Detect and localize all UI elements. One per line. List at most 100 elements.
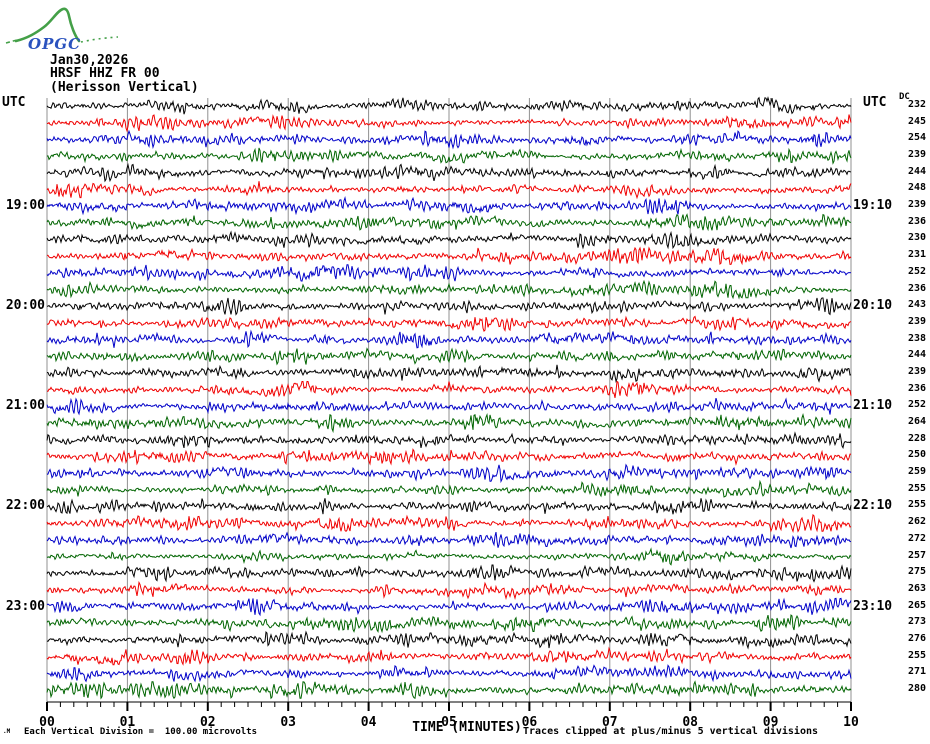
- traces: [46, 96, 852, 700]
- dc-value-row-11: 236: [907, 282, 926, 294]
- dc-value-row-13: 239: [907, 315, 926, 327]
- x-tick-label-03: 03: [280, 715, 297, 730]
- footnote-clipping: Traces clipped at plus/minus 5 vertical …: [523, 726, 819, 737]
- dc-value-row-22: 259: [907, 466, 926, 478]
- logo-text: OPGC: [28, 35, 81, 53]
- trace-row-18: [46, 397, 852, 416]
- dc-column-header: DC: [899, 92, 910, 102]
- trace-row-27: [46, 547, 852, 566]
- dc-value-row-14: 238: [907, 332, 926, 344]
- dc-value-row-19: 264: [907, 416, 926, 428]
- dc-value-row-0: 232: [907, 99, 926, 110]
- dc-value-row-27: 257: [907, 549, 926, 561]
- trace-row-34: [46, 664, 852, 683]
- dc-value-row-3: 239: [907, 149, 926, 161]
- footnote-vertical-division: Each Vertical Division = 100.00 microvol…: [24, 727, 257, 737]
- hour-label-left-21:00: 21:00: [5, 398, 45, 414]
- dc-value-row-5: 248: [907, 182, 926, 194]
- hour-label-left-20:00: 20:00: [5, 298, 45, 314]
- trace-row-15: [46, 347, 852, 366]
- dc-value-row-15: 244: [907, 349, 926, 361]
- trace-row-4: [46, 162, 852, 183]
- trace-row-25: [46, 513, 852, 534]
- date-label: Jan30,2026: [50, 53, 129, 68]
- dc-value-row-7: 236: [907, 215, 926, 227]
- trace-row-35: [46, 680, 852, 700]
- trace-row-14: [46, 329, 852, 349]
- x-tick-label-04: 04: [360, 715, 377, 730]
- dc-value-row-10: 252: [907, 265, 926, 277]
- trace-row-22: [46, 463, 852, 484]
- trace-row-6: [46, 196, 852, 216]
- trace-row-9: [46, 246, 852, 266]
- trace-row-8: [46, 230, 852, 250]
- dc-value-row-17: 236: [907, 382, 926, 394]
- x-axis: [46, 701, 852, 711]
- utc-axis-title-left: UTC: [2, 95, 26, 110]
- hour-label-right-20:10: 20:10: [853, 298, 893, 314]
- trace-row-5: [46, 181, 852, 200]
- trace-row-1: [46, 114, 852, 133]
- trace-row-24: [46, 498, 852, 515]
- dc-value-row-33: 255: [907, 649, 926, 661]
- dc-value-row-23: 255: [907, 482, 926, 494]
- trace-row-10: [46, 264, 852, 282]
- x-tick-label-08: 08: [682, 715, 699, 730]
- dc-value-row-35: 280: [907, 683, 926, 694]
- trace-row-13: [46, 315, 852, 333]
- trace-row-32: [46, 630, 852, 650]
- hour-label-left-19:00: 19:00: [5, 198, 45, 214]
- dc-value-row-12: 243: [907, 299, 926, 311]
- utc-axis-title-right: UTC: [863, 95, 887, 110]
- trace-row-11: [46, 279, 852, 300]
- hour-label-right-19:10: 19:10: [853, 198, 893, 214]
- x-tick-label-09: 09: [762, 715, 779, 730]
- trace-row-2: [46, 129, 852, 150]
- x-tick-label-01: 01: [119, 715, 136, 730]
- x-tick-label-06: 06: [521, 715, 538, 730]
- hour-label-right-21:10: 21:10: [853, 398, 893, 414]
- trace-row-31: [46, 614, 852, 634]
- dc-value-row-8: 230: [907, 232, 926, 244]
- trace-row-26: [46, 531, 852, 549]
- station-label: HRSF HHZ FR 00: [50, 66, 160, 81]
- dc-value-row-24: 255: [907, 499, 926, 511]
- trace-row-16: [46, 364, 852, 383]
- dc-value-row-16: 239: [907, 365, 926, 377]
- trace-row-12: [46, 297, 852, 316]
- dc-value-row-31: 273: [907, 616, 926, 628]
- dc-value-row-6: 239: [907, 199, 926, 211]
- x-tick-label-02: 02: [199, 715, 216, 730]
- trace-row-33: [46, 646, 852, 666]
- dc-value-row-21: 250: [907, 449, 926, 461]
- opgc-logo: OPGC: [5, 7, 119, 53]
- dc-value-row-32: 276: [907, 632, 926, 644]
- dc-value-row-9: 231: [907, 249, 926, 261]
- trace-row-29: [46, 580, 852, 601]
- dc-value-row-20: 228: [907, 432, 926, 444]
- x-tick-label-00: 00: [39, 715, 55, 730]
- dc-value-row-25: 262: [907, 516, 926, 528]
- trace-row-7: [46, 213, 852, 232]
- trace-row-3: [46, 147, 852, 165]
- hour-label-left-23:00: 23:00: [5, 598, 45, 614]
- trace-row-21: [46, 448, 851, 466]
- x-tick-label-10: 10: [843, 715, 859, 730]
- trace-row-19: [46, 412, 852, 434]
- trace-row-20: [46, 431, 852, 450]
- trace-row-17: [47, 380, 852, 399]
- location-label: (Herisson Vertical): [50, 80, 199, 95]
- hour-label-left-22:00: 22:00: [5, 498, 45, 514]
- x-tick-label-05: 05: [441, 715, 457, 730]
- dc-value-row-2: 254: [907, 132, 926, 144]
- x-tick-label-07: 07: [601, 715, 618, 730]
- dc-value-row-30: 265: [907, 599, 926, 611]
- dc-value-row-28: 275: [907, 566, 926, 578]
- logo-mountain-curve: [14, 7, 81, 43]
- trace-row-30: [46, 597, 852, 617]
- footnote-tiny-mark: .M: [3, 728, 11, 735]
- x-axis-title: TIME (MINUTES): [412, 720, 522, 735]
- dc-value-row-34: 271: [907, 666, 926, 678]
